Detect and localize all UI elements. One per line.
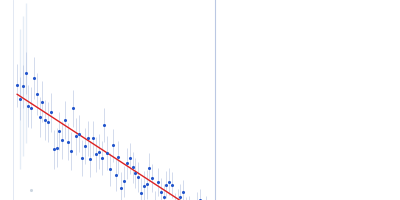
Point [87,157,94,160]
Point [93,153,99,156]
Point [62,119,68,122]
Point [42,119,48,122]
Point [107,168,113,171]
Point [28,106,34,109]
Point [73,135,80,138]
Point [166,180,172,183]
Point [138,192,144,195]
Point [132,171,138,174]
Point [180,191,186,194]
Point [197,199,203,200]
Point [84,137,91,140]
Point [124,162,130,165]
Point [53,146,60,150]
Point [70,107,77,110]
Point [177,196,184,199]
Point [59,138,65,141]
Point [110,144,116,147]
Point [169,183,175,186]
Point [39,100,46,103]
Point [121,180,127,183]
Point [79,156,85,160]
Point [144,183,150,186]
Point [149,177,156,180]
Point [17,97,23,100]
Point [31,76,37,80]
Point [45,121,51,124]
Point [56,129,62,132]
Point [118,187,124,190]
Point [115,156,122,159]
Point [135,175,141,179]
Point [101,123,108,127]
Point [22,71,29,75]
Point [158,191,164,194]
Point [14,84,20,87]
Point [155,181,161,184]
Point [28,188,34,192]
Point [146,166,153,169]
Point [129,166,136,169]
Point [34,92,40,96]
Point [112,173,119,177]
Point [104,152,110,155]
Point [82,145,88,148]
Point [50,148,57,151]
Point [20,85,26,88]
Point [65,140,71,143]
Point [25,104,32,107]
Point [96,150,102,153]
Point [90,137,96,140]
Point [98,156,105,159]
Point [48,111,54,114]
Point [36,115,43,119]
Point [163,183,170,186]
Point [126,156,133,160]
Point [68,150,74,153]
Point [76,132,82,135]
Point [141,184,147,187]
Point [160,196,167,199]
